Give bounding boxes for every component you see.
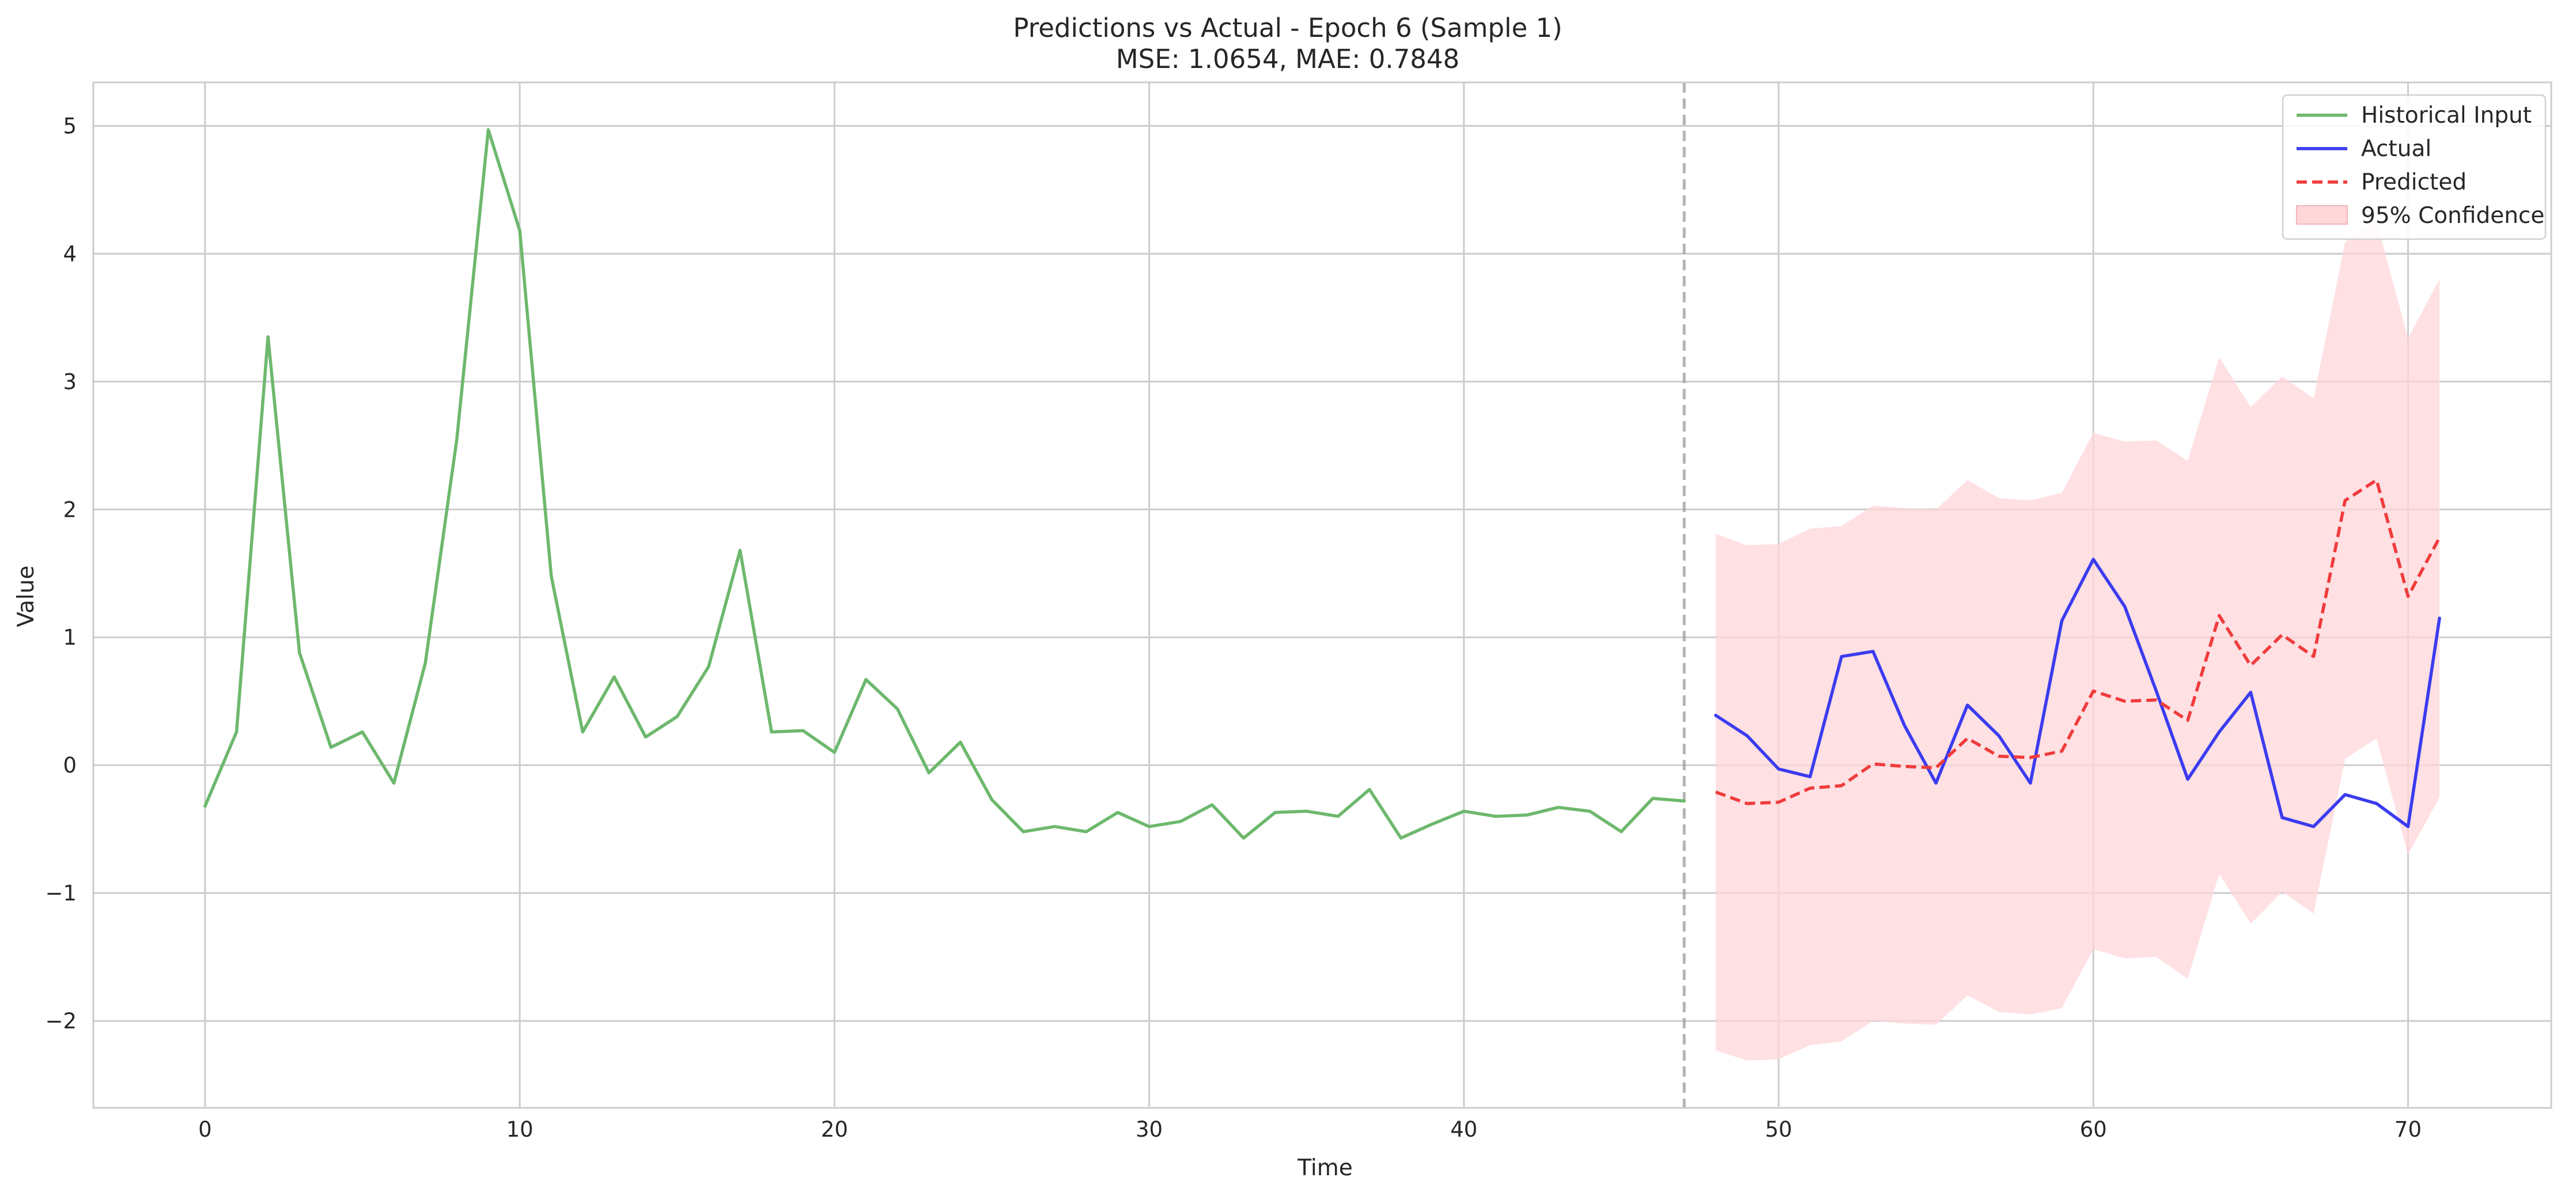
series-line-actual [1714, 558, 2441, 828]
y-tick-label: −2 [45, 1009, 77, 1034]
y-tick-label: 2 [63, 497, 77, 522]
y-tick-label: −1 [45, 881, 77, 906]
chart-subtitle: MSE: 1.0654, MAE: 0.7848 [1116, 44, 1459, 74]
x-tick-label: 20 [821, 1117, 848, 1142]
x-axis-label: Time [1297, 1155, 1352, 1181]
y-tick-label: 1 [63, 625, 77, 650]
legend-predicted-label: Predicted [2361, 169, 2467, 195]
plot-frame [92, 81, 2552, 1109]
y-tick-labels: −2 −1 0 1 2 3 4 5 [45, 113, 77, 1034]
confidence-band-layer [1715, 221, 2440, 1061]
x-tick-labels: 0 10 20 30 40 50 60 70 [198, 1117, 2422, 1142]
y-tick-label: 5 [63, 113, 77, 138]
y-axis-label: Value [13, 565, 39, 627]
legend-actual-label: Actual [2361, 136, 2431, 162]
x-tick-label: 30 [1136, 1117, 1163, 1142]
chart-title: Predictions vs Actual - Epoch 6 (Sample … [1013, 13, 1562, 43]
series-line-predicted [1715, 478, 2441, 805]
x-tick-label: 50 [1765, 1117, 1792, 1142]
y-tick-label: 3 [63, 369, 77, 394]
confidence-band-area [1715, 221, 2440, 1061]
legend-confidence-swatch [2296, 205, 2348, 225]
y-tick-label: 4 [63, 241, 77, 266]
legend: Historical Input Actual Predicted 95% Co… [2282, 94, 2547, 240]
y-tick-label: 0 [63, 753, 77, 778]
x-tick-label: 60 [2080, 1117, 2107, 1142]
legend-historical-input-label: Historical Input [2361, 103, 2532, 128]
x-tick-label: 40 [1450, 1117, 1477, 1142]
legend-box [2282, 94, 2547, 240]
series-layer [203, 128, 2441, 840]
x-tick-label: 70 [2395, 1117, 2422, 1142]
series-line-historical-input [203, 128, 1686, 840]
legend-confidence-label: 95% Confidence [2361, 203, 2544, 229]
x-tick-label: 10 [506, 1117, 534, 1142]
x-tick-label: 0 [198, 1117, 212, 1142]
